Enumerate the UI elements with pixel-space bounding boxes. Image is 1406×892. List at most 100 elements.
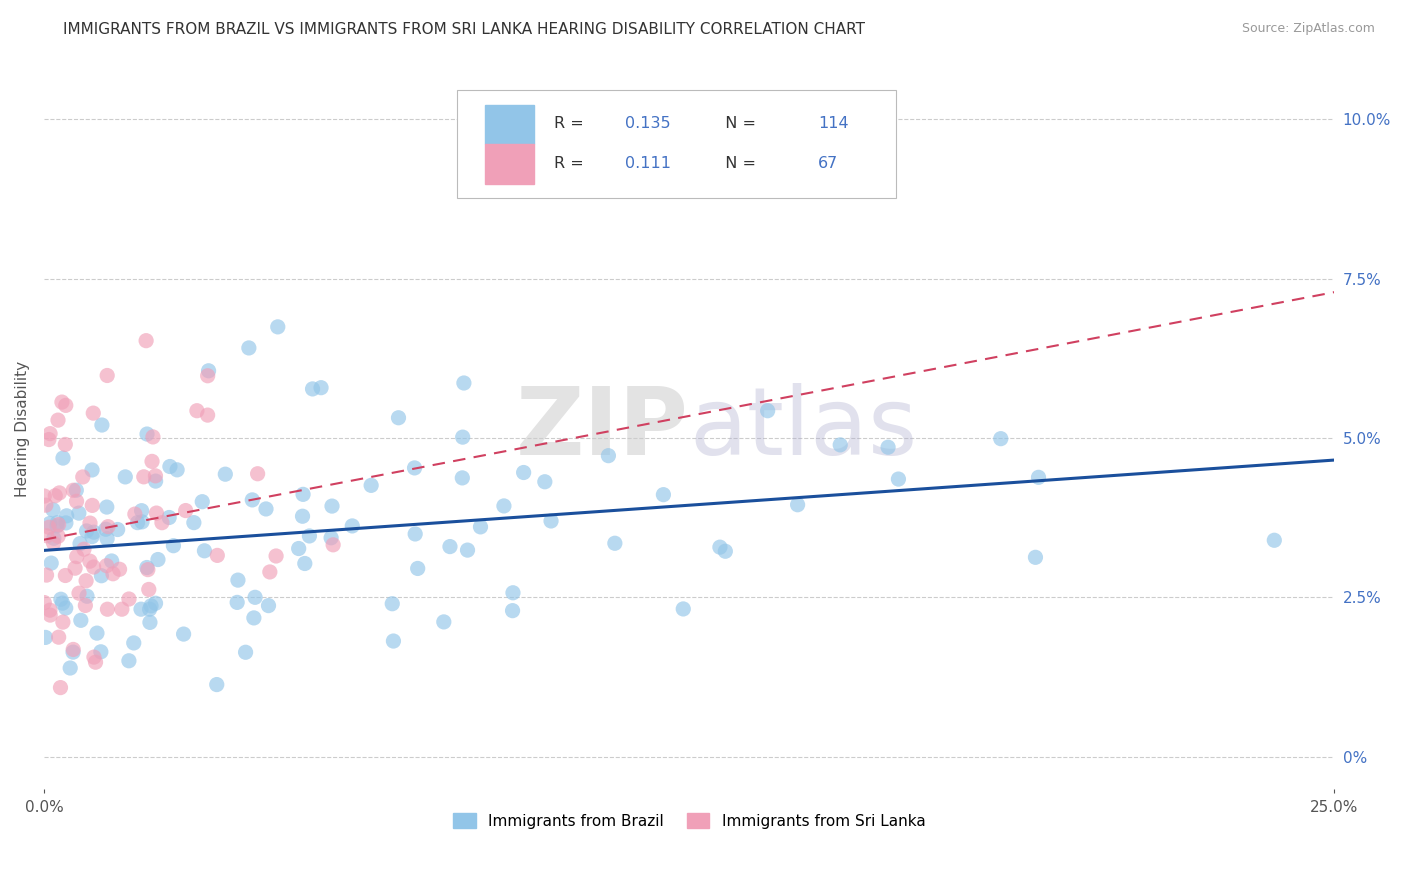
Point bbox=[404, 527, 426, 541]
Point bbox=[135, 334, 157, 348]
Point bbox=[69, 536, 91, 550]
Point bbox=[46, 413, 69, 427]
Point bbox=[51, 596, 73, 610]
Point bbox=[534, 475, 557, 489]
Point bbox=[193, 543, 215, 558]
Point bbox=[83, 525, 105, 540]
Point bbox=[1024, 550, 1046, 565]
Point bbox=[108, 562, 131, 576]
Point bbox=[35, 498, 58, 512]
Point bbox=[96, 558, 118, 573]
Point bbox=[135, 560, 157, 574]
Point bbox=[786, 498, 808, 512]
Point bbox=[183, 516, 205, 530]
Point bbox=[360, 478, 382, 492]
Point bbox=[226, 573, 249, 587]
Point bbox=[46, 529, 69, 543]
Point bbox=[439, 540, 461, 554]
Point bbox=[96, 532, 118, 546]
Point bbox=[42, 531, 65, 545]
Point bbox=[714, 544, 737, 558]
Text: R =: R = bbox=[554, 156, 589, 171]
Point bbox=[150, 516, 173, 530]
Point bbox=[127, 516, 149, 530]
Point bbox=[301, 382, 323, 396]
Point bbox=[52, 451, 75, 466]
Point bbox=[243, 611, 266, 625]
Point bbox=[191, 494, 214, 508]
Point bbox=[83, 560, 105, 574]
Point bbox=[39, 426, 62, 441]
Point bbox=[82, 406, 104, 420]
Point bbox=[55, 508, 77, 523]
Point bbox=[246, 467, 269, 481]
Point bbox=[652, 488, 675, 502]
Point bbox=[298, 529, 321, 543]
Point bbox=[145, 596, 167, 610]
Point bbox=[141, 454, 163, 468]
Point bbox=[96, 368, 118, 383]
Legend: Immigrants from Brazil, Immigrants from Sri Lanka: Immigrants from Brazil, Immigrants from … bbox=[447, 807, 932, 835]
Point bbox=[136, 563, 159, 577]
Point bbox=[76, 589, 98, 603]
Point bbox=[159, 459, 181, 474]
Text: Source: ZipAtlas.com: Source: ZipAtlas.com bbox=[1241, 22, 1375, 36]
Point bbox=[86, 626, 108, 640]
Point bbox=[129, 602, 152, 616]
Point bbox=[118, 654, 141, 668]
Point bbox=[83, 650, 105, 665]
Point bbox=[603, 536, 626, 550]
Point bbox=[79, 516, 101, 530]
Point bbox=[62, 642, 84, 657]
Point bbox=[48, 486, 70, 500]
Point bbox=[173, 627, 195, 641]
Point bbox=[49, 681, 72, 695]
Point bbox=[453, 376, 475, 390]
Point bbox=[451, 471, 474, 485]
Point bbox=[145, 506, 167, 520]
Point bbox=[292, 487, 315, 501]
Point bbox=[243, 591, 266, 605]
Point bbox=[990, 432, 1012, 446]
Point bbox=[157, 510, 180, 524]
Point bbox=[197, 364, 219, 378]
Point bbox=[34, 489, 56, 503]
Point bbox=[887, 472, 910, 486]
Point bbox=[197, 368, 219, 383]
Point bbox=[131, 515, 153, 529]
Point bbox=[146, 552, 169, 566]
Point bbox=[162, 539, 184, 553]
Point bbox=[124, 507, 146, 521]
Point bbox=[48, 517, 70, 532]
Point bbox=[39, 556, 62, 570]
Point bbox=[381, 597, 404, 611]
Point bbox=[35, 568, 58, 582]
Point bbox=[66, 549, 89, 564]
Point bbox=[49, 592, 72, 607]
Point bbox=[502, 604, 524, 618]
Point bbox=[138, 602, 160, 616]
Point bbox=[44, 489, 66, 503]
Point bbox=[96, 500, 118, 514]
Point bbox=[1263, 533, 1285, 548]
Point bbox=[82, 499, 104, 513]
Point bbox=[136, 427, 159, 442]
Point bbox=[55, 601, 77, 615]
Point bbox=[42, 502, 65, 516]
Point bbox=[38, 433, 60, 447]
Point bbox=[90, 568, 112, 582]
Point bbox=[502, 586, 524, 600]
Point bbox=[90, 417, 112, 432]
Point bbox=[80, 463, 103, 477]
Point bbox=[52, 615, 75, 629]
Point bbox=[226, 595, 249, 609]
Point bbox=[42, 536, 65, 550]
Point bbox=[97, 519, 120, 533]
Point bbox=[118, 592, 141, 607]
Point bbox=[142, 430, 165, 444]
Point bbox=[114, 470, 136, 484]
Text: 67: 67 bbox=[818, 156, 838, 171]
Point bbox=[309, 381, 332, 395]
Point bbox=[457, 543, 479, 558]
Point bbox=[53, 437, 76, 451]
